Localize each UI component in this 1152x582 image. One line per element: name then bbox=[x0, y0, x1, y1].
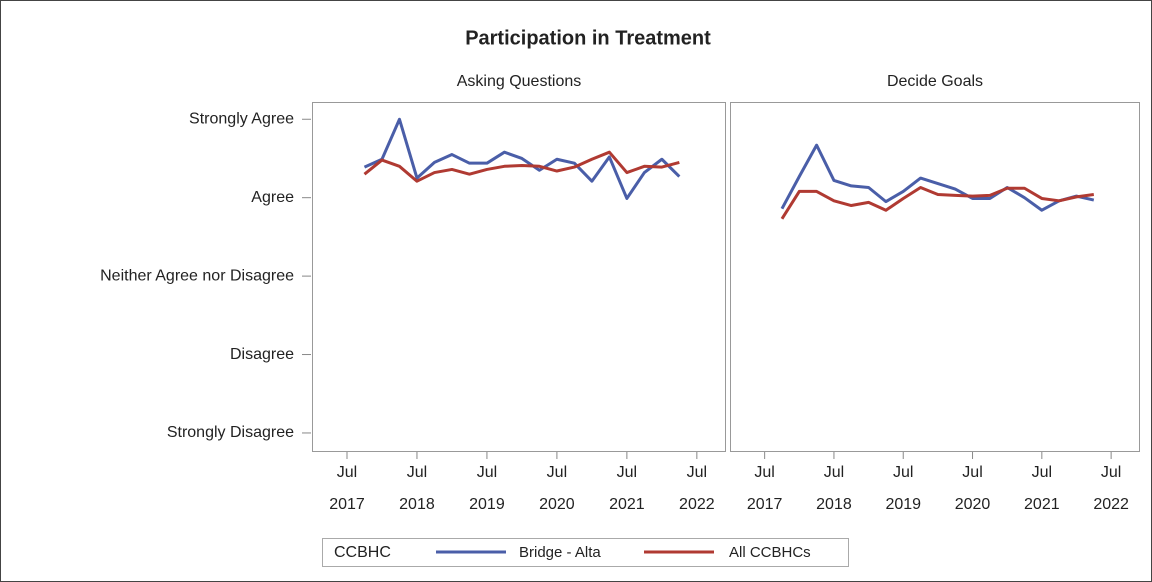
legend-label: All CCBHCs bbox=[729, 544, 811, 561]
panel-title: Asking Questions bbox=[457, 73, 582, 90]
x-tick-label: Jul 2019 bbox=[469, 464, 505, 513]
x-tick-label: Jul 2022 bbox=[1093, 464, 1129, 513]
x-tick-label: Jul 2022 bbox=[679, 464, 715, 513]
series-line bbox=[363, 150, 680, 183]
series-line bbox=[363, 117, 681, 200]
y-tick-label: Strongly Agree bbox=[189, 110, 294, 127]
x-tick-label: Jul 2017 bbox=[329, 464, 365, 513]
legend-title: CCBHC bbox=[334, 544, 391, 561]
panel bbox=[730, 102, 1140, 452]
x-tick-label: Jul 2021 bbox=[1024, 464, 1060, 513]
y-tick-label: Strongly Disagree bbox=[167, 424, 294, 441]
y-tick-label: Agree bbox=[251, 189, 294, 206]
y-tick-label: Disagree bbox=[230, 346, 294, 363]
x-tick-label: Jul 2020 bbox=[955, 464, 991, 513]
x-tick-label: Jul 2021 bbox=[609, 464, 645, 513]
panel-title: Decide Goals bbox=[887, 73, 983, 90]
x-tick-label: Jul 2020 bbox=[539, 464, 575, 513]
legend-label: Bridge - Alta bbox=[519, 544, 601, 561]
legend bbox=[322, 538, 849, 567]
x-tick-label: Jul 2018 bbox=[816, 464, 852, 513]
series-line bbox=[780, 143, 1095, 212]
panel bbox=[312, 102, 726, 452]
y-tick-label: Neither Agree nor Disagree bbox=[100, 267, 294, 284]
x-tick-label: Jul 2018 bbox=[399, 464, 435, 513]
series-line bbox=[780, 185, 1095, 220]
chart-title: Participation in Treatment bbox=[465, 27, 711, 49]
x-tick-label: Jul 2017 bbox=[747, 464, 783, 513]
x-tick-label: Jul 2019 bbox=[885, 464, 921, 513]
